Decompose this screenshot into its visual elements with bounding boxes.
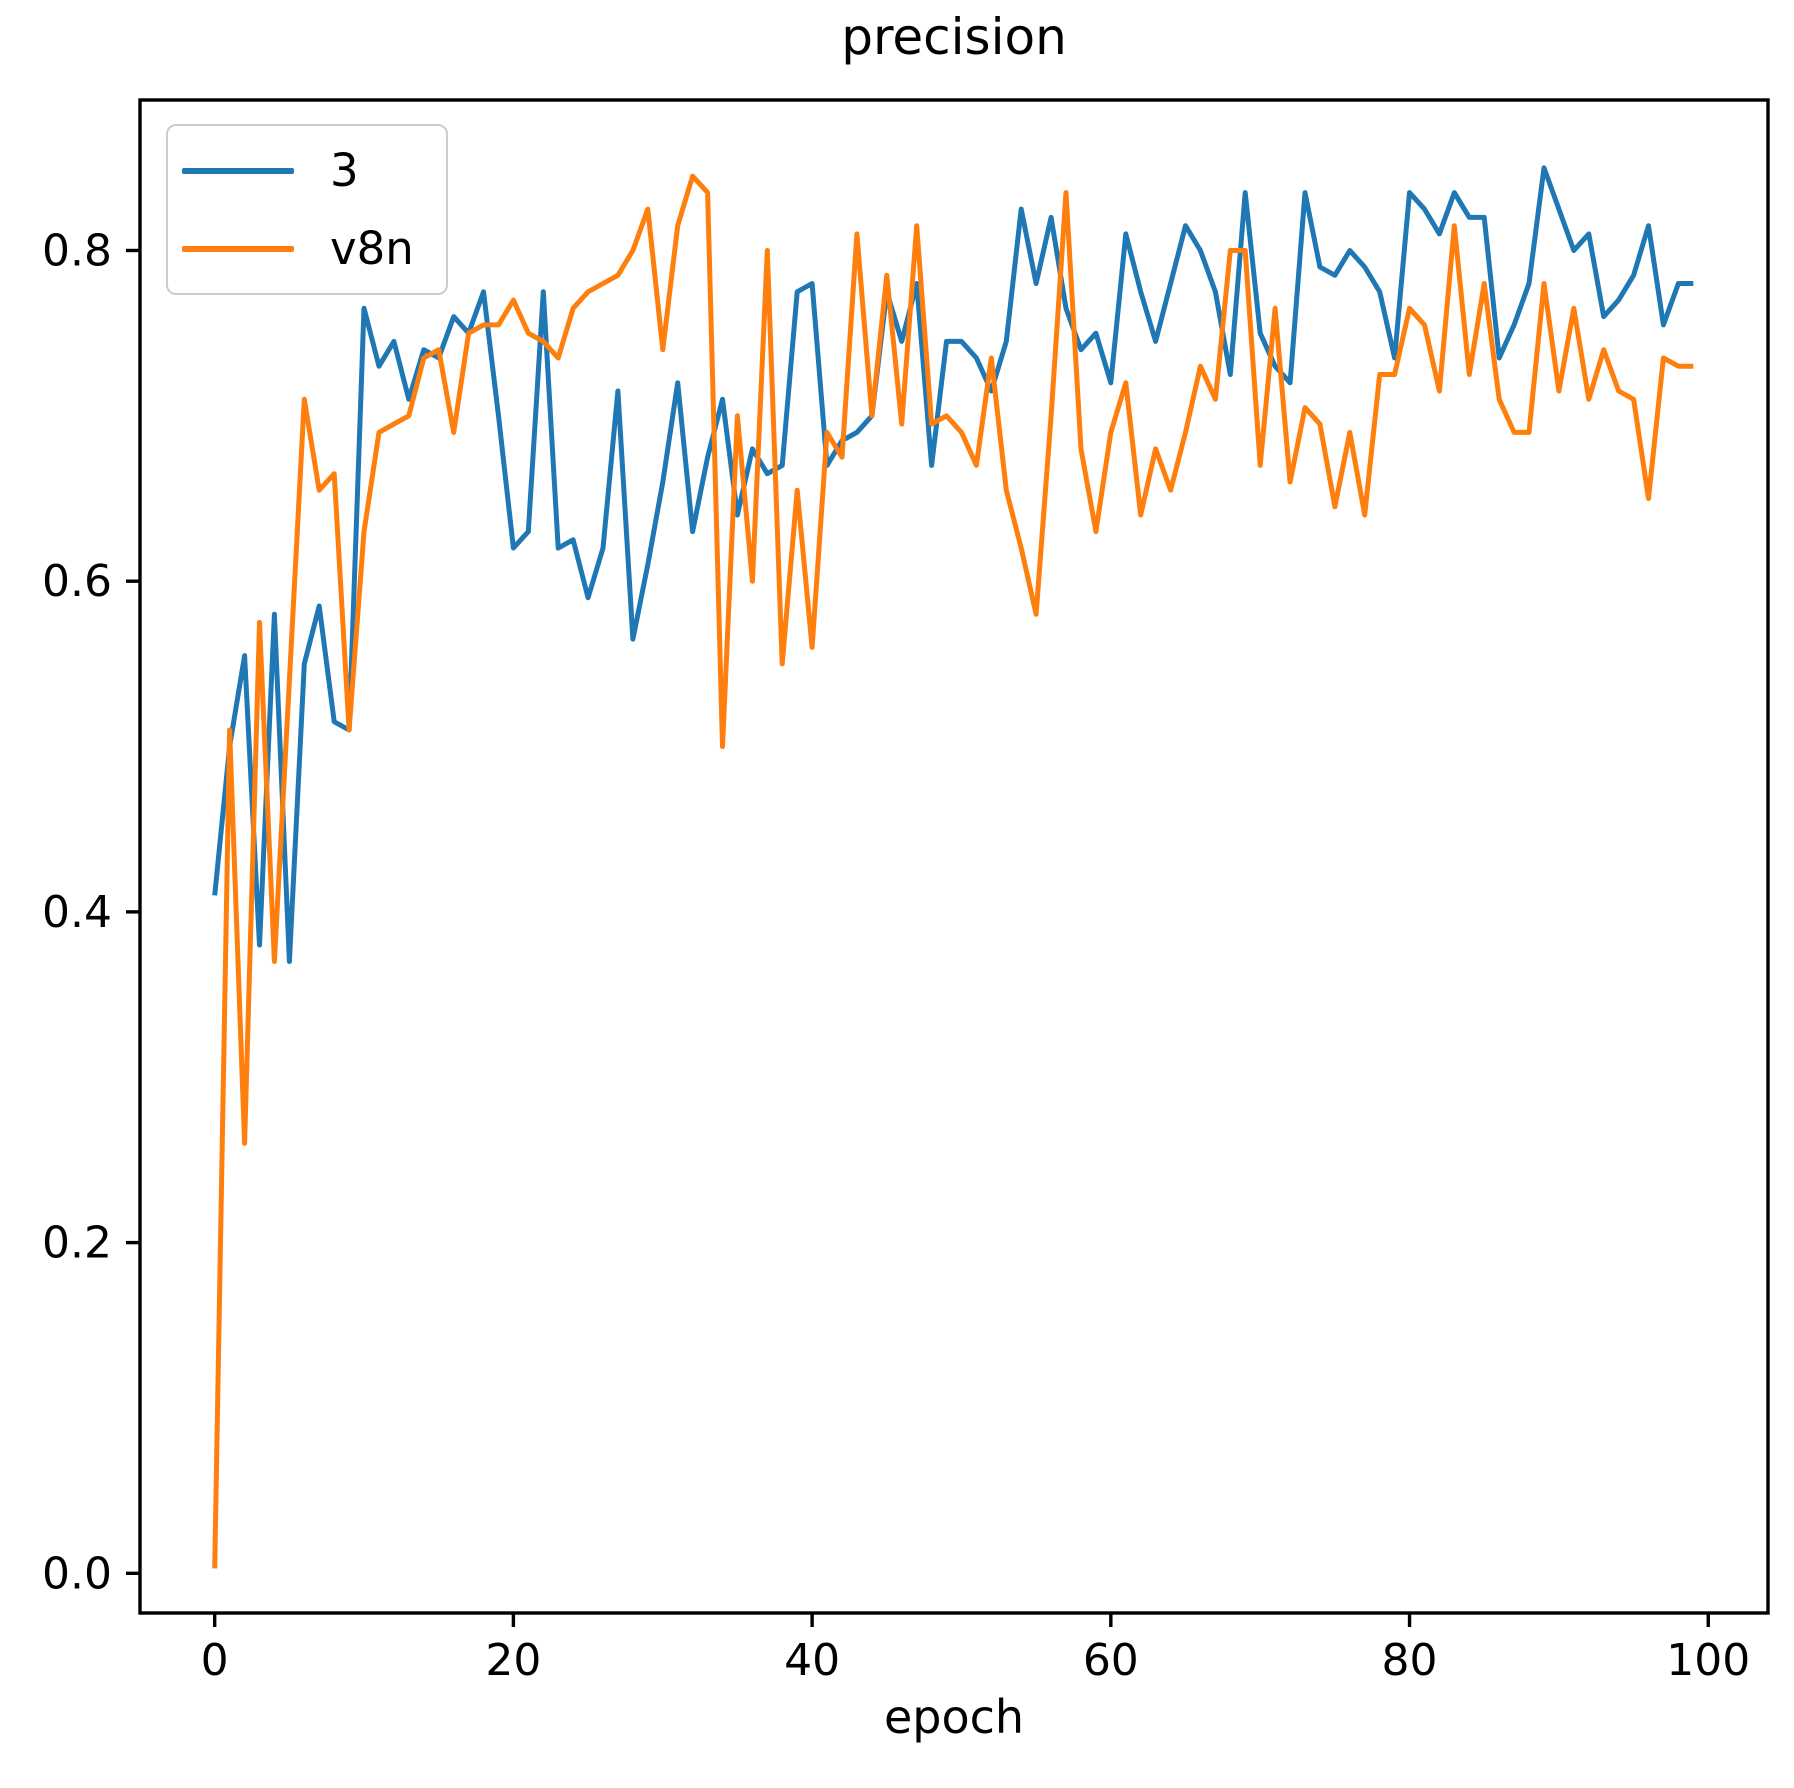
y-tick-label: 0.2: [42, 1218, 112, 1269]
y-tick-label: 0.0: [42, 1548, 112, 1599]
x-tick-label: 60: [1083, 1635, 1139, 1686]
y-tick-label: 0.8: [42, 225, 112, 276]
series-line-3: [212, 165, 1694, 964]
legend: 3 v8n: [166, 124, 448, 295]
x-tick-label: 40: [784, 1635, 840, 1686]
axes-frame: [138, 98, 1770, 1615]
x-tick-label: 0: [201, 1635, 229, 1686]
legend-line-swatch-orange: [182, 245, 294, 252]
chart-title: precision: [841, 8, 1067, 66]
x-axis-label: epoch: [883, 1690, 1025, 1744]
legend-label: v8n: [330, 222, 414, 275]
x-tick-label: 80: [1382, 1635, 1438, 1686]
series-line-v8n: [212, 173, 1694, 1569]
legend-line-swatch-blue: [182, 167, 294, 174]
x-tick-label: 100: [1666, 1635, 1750, 1686]
y-tick-label: 0.6: [42, 556, 112, 607]
y-tick-label: 0.4: [42, 887, 112, 938]
legend-entry-v8n: v8n: [182, 224, 446, 274]
legend-entry-3: 3: [182, 146, 446, 196]
legend-label: 3: [330, 144, 359, 197]
x-tick-label: 20: [485, 1635, 541, 1686]
